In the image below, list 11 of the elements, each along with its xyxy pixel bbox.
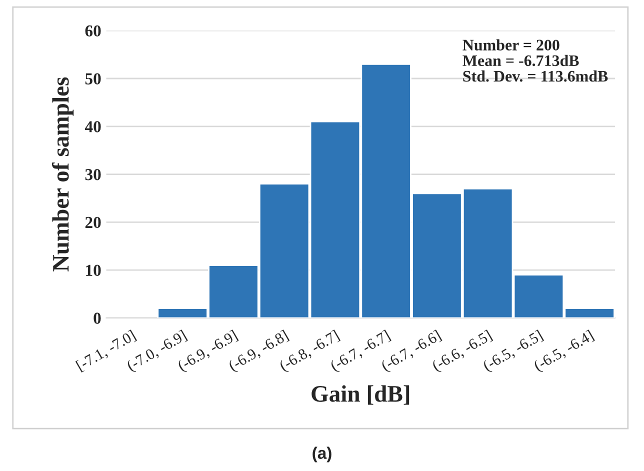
y-axis-title: Number of samples: [52, 77, 74, 272]
y-tick-label: 0: [94, 312, 101, 324]
y-tick-label: 20: [85, 216, 101, 228]
y-tick-label: 50: [85, 73, 101, 84]
text: (a): [312, 446, 332, 462]
y-tick-label: 10: [86, 264, 101, 276]
y-tick-label: 60: [85, 25, 101, 37]
y-tick-label: 30: [85, 168, 101, 180]
annotation: Number = 200 Mean = -6.713dB Std. Dev. = 113.6mdB: [462, 39, 608, 82]
y-tick-label: 40: [84, 121, 101, 132]
x-axis-title: Gain [dB]: [312, 385, 410, 405]
